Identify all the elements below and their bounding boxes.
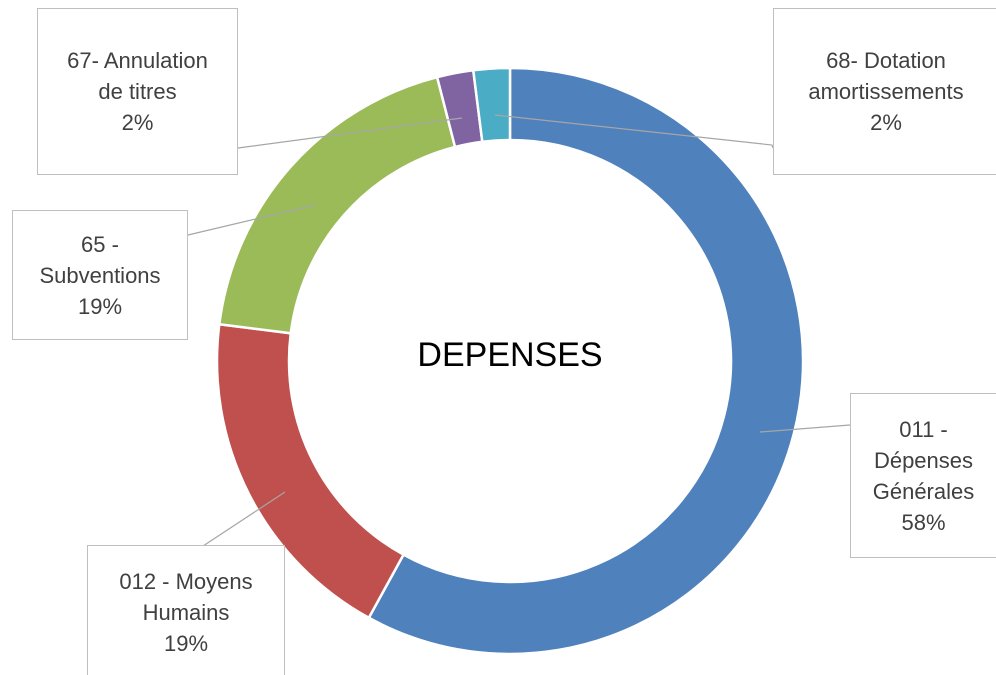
category-label: 68- Dotation amortissements (808, 48, 964, 104)
leader-line (187, 204, 316, 236)
data-label: 65 - Subventions 19% (12, 210, 188, 340)
slices (215, 66, 805, 656)
leader-line (494, 114, 774, 149)
slice (367, 66, 805, 656)
data-label: 011 - Dépenses Générales 58% (850, 393, 996, 558)
data-label: 012 - Moyens Humains 19% (87, 545, 285, 675)
category-label: 012 - Moyens Humains (119, 569, 253, 625)
value-label: 2% (870, 110, 902, 135)
value-label: 58% (901, 509, 946, 535)
value-label: 19% (163, 631, 209, 656)
slice (471, 66, 512, 144)
chart-title: DEPENSES (417, 336, 603, 374)
value-label: 19% (77, 293, 123, 319)
data-label: 68- Dotation amortissements 2% (773, 8, 996, 175)
leader-line (199, 491, 286, 549)
leader-line (759, 424, 851, 433)
data-label: 67- Annulation de titres 2% (37, 8, 238, 175)
category-label: 67- Annulation de titres (67, 48, 208, 104)
value-label: 2% (121, 110, 154, 135)
category-label: 011 - Dépenses Générales (872, 416, 975, 504)
leader-lines (187, 114, 851, 549)
leader-line (237, 117, 463, 149)
category-label: 65 - Subventions (39, 231, 161, 288)
slice (217, 75, 457, 335)
